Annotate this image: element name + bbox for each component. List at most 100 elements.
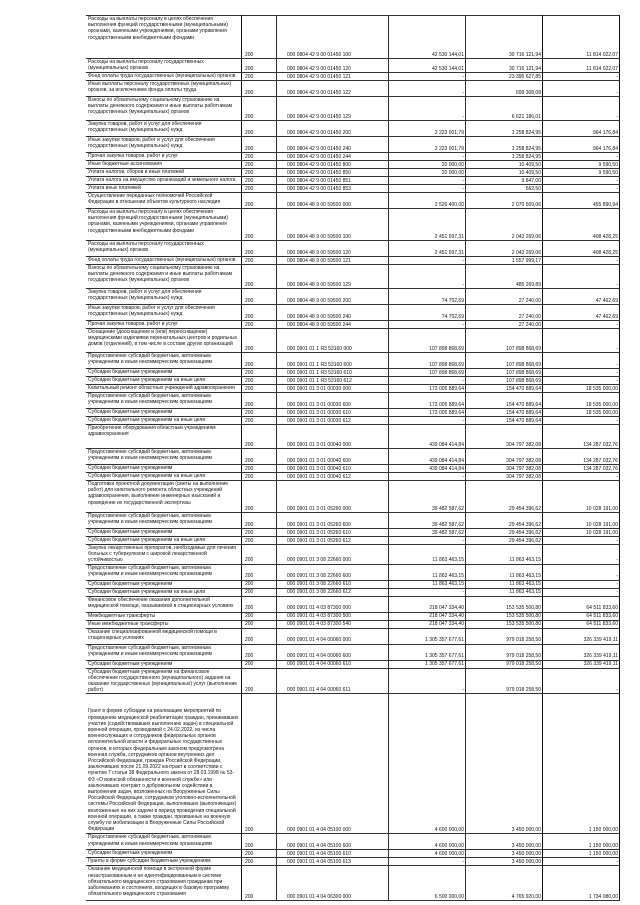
approved-amount: - — [388, 376, 466, 385]
row-code: 200 — [241, 184, 277, 193]
executed-amount: 29 454 396,62 — [465, 512, 543, 529]
table-row: Оказание специализированной медицинской … — [86, 627, 620, 645]
row-code: 200 — [241, 865, 277, 902]
budget-classification-code: 000 0901 01 3 08 22660 600 — [276, 563, 389, 581]
unexecuted-amount: 134 287 032,76 — [542, 424, 620, 449]
unexecuted-amount: - — [542, 72, 620, 81]
budget-classification-code: 000 0901 01 3 01 05260 000 — [276, 480, 389, 513]
row-code: 200 — [241, 416, 277, 425]
row-code: 200 — [241, 659, 277, 669]
approved-amount: - — [388, 587, 466, 597]
executed-amount: 2 043 269,06 — [465, 208, 543, 241]
approved-amount: 11 863 463,15 — [388, 544, 466, 565]
row-code: 200 — [241, 240, 277, 257]
table-row: Субсидии бюджетным учреждениям на иные ц… — [86, 472, 620, 481]
unexecuted-amount: 326 339 419,11 — [542, 659, 620, 669]
executed-amount: 30 716 121,94 — [465, 58, 543, 73]
executed-amount: 10 409,50 — [465, 160, 543, 169]
budget-classification-code: 000 0901 01 4 04 06300 000 — [276, 865, 389, 902]
row-description: Гранты в форме субсидии бюджетным учрежд… — [86, 857, 242, 867]
row-description: Субсидии бюджетным учреждениям — [86, 849, 242, 859]
executed-amount: 304 797 382,08 — [465, 464, 543, 473]
unexecuted-amount: 47 462,69 — [542, 304, 620, 321]
executed-amount: 979 018 258,50 — [465, 643, 543, 661]
approved-amount: 2 451 697,31 — [388, 240, 466, 257]
row-description: Финансовое обеспечение оказания дополнит… — [86, 595, 242, 613]
table-row: Расходы на выплаты персоналу государстве… — [86, 58, 620, 73]
row-code: 200 — [241, 264, 277, 289]
table-row: Взносы по обязательному социальному стра… — [86, 264, 620, 289]
row-description: Расходы на выплаты персоналу государстве… — [86, 240, 242, 257]
row-code: 200 — [241, 643, 277, 661]
approved-amount: - — [388, 472, 466, 481]
budget-classification-code: 000 0804 48 9 00 59500 129 — [276, 264, 389, 289]
budget-classification-code: 000 0901 01 1 Я3 53160 600 — [276, 352, 389, 369]
approved-amount: - — [388, 184, 466, 193]
row-description: Предоставление субсидий бюджетным, автон… — [86, 352, 242, 369]
unexecuted-amount: 64 511 833,60 — [542, 619, 620, 629]
executed-amount: 3 450 000,00 — [465, 833, 543, 851]
table-row: Гранты в форме субсидии бюджетным учрежд… — [86, 857, 620, 867]
table-row: Межбюджетные трансферты 200 000 0901 01 4 … — [86, 611, 620, 621]
table-row: Грант в форме субсидии на реализацию мер… — [86, 693, 620, 835]
executed-amount: 107 898 868,69 — [465, 368, 543, 377]
table-row: Предоставление субсидий бюджетным, автон… — [86, 352, 620, 369]
executed-amount: 154 470 889,64 — [465, 416, 543, 425]
executed-amount: 1 258 824,95 — [465, 152, 543, 161]
table-row: Субсидии бюджетным учреждениям 200 000 090… — [86, 579, 620, 589]
unexecuted-amount: 64 511 833,60 — [542, 611, 620, 621]
row-code: 200 — [241, 376, 277, 385]
approved-amount: - — [388, 96, 466, 121]
executed-amount: 979 018 258,50 — [465, 627, 543, 645]
row-code: 200 — [241, 627, 277, 645]
budget-classification-code: 000 0901 01 4 04 05100 000 — [276, 693, 389, 835]
executed-amount: 2 070 509,06 — [465, 192, 543, 209]
table-row: Расходы на выплаты персоналу в целях обе… — [86, 208, 620, 241]
row-code: 200 — [241, 368, 277, 377]
row-description: Субсидии бюджетным учреждениям — [86, 464, 242, 473]
approved-amount: 218 047 334,40 — [388, 595, 466, 613]
row-description: Предоставление субсидий бюджетным, автон… — [86, 448, 242, 465]
budget-classification-code: 000 0901 01 3 01 00040 600 — [276, 448, 389, 465]
budget-classification-code: 000 0901 01 3 01 05260 610 — [276, 528, 389, 537]
approved-amount: 107 898 868,69 — [388, 368, 466, 377]
row-description: Предоставление субсидий бюджетным, автон… — [86, 392, 242, 409]
budget-classification-code: 000 0901 01 4 04 05100 613 — [276, 857, 389, 867]
approved-amount: - — [388, 80, 466, 97]
approved-amount: - — [388, 152, 466, 161]
executed-amount: 304 797 382,08 — [465, 448, 543, 465]
executed-amount: 27 240,00 — [465, 288, 543, 305]
approved-amount: 42 530 144,01 — [388, 15, 466, 59]
unexecuted-amount: 134 287 032,76 — [542, 448, 620, 465]
table-row: Прочая закупка товаров, работ и услуг 200… — [86, 152, 620, 161]
table-row: Уплата иных платежей 200 000 0804 42 9 00 … — [86, 184, 620, 193]
row-code: 200 — [241, 304, 277, 321]
row-code: 200 — [241, 192, 277, 209]
executed-amount: 153 535 500,80 — [465, 611, 543, 621]
row-description: Субсидии бюджетным учреждениям — [86, 528, 242, 537]
unexecuted-amount: 47 462,69 — [542, 288, 620, 305]
executed-amount: 27 240,00 — [465, 304, 543, 321]
row-description: Субсидии бюджетным учреждениям на иные ц… — [86, 472, 242, 481]
table-row: Фонд оплаты труда государственных (муниц… — [86, 72, 620, 81]
table-row: Предоставление субсидий бюджетным, автон… — [86, 833, 620, 851]
budget-classification-code: 000 0804 48 9 00 59500 121 — [276, 256, 389, 265]
row-code: 200 — [241, 833, 277, 851]
row-description: Предоставление субсидий бюджетным, автон… — [86, 643, 242, 661]
row-code: 200 — [241, 579, 277, 589]
row-description: Субсидии бюджетным учреждениям — [86, 659, 242, 669]
budget-classification-code: 000 0804 48 9 00 59500 240 — [276, 304, 389, 321]
table-row: Уплата налогов, сборов и иных платежей 20… — [86, 168, 620, 177]
budget-classification-code: 000 0901 01 3 01 05260 600 — [276, 512, 389, 529]
row-description: Предоставление субсидий бюджетным, автон… — [86, 512, 242, 529]
approved-amount: 11 863 463,15 — [388, 563, 466, 581]
unexecuted-amount: 964 176,84 — [542, 136, 620, 153]
unexecuted-amount: 964 176,84 — [542, 120, 620, 137]
approved-amount: 1 305 357 677,61 — [388, 659, 466, 669]
table-row: Субсидии бюджетным учреждениям на иные ц… — [86, 587, 620, 597]
executed-amount: 562,50 — [465, 184, 543, 193]
budget-classification-code: 000 0804 48 9 00 59500 120 — [276, 240, 389, 257]
executed-amount: 3 450 000,00 — [465, 693, 543, 835]
budget-classification-code: 000 0804 42 9 00 01450 100 — [276, 15, 389, 59]
row-description: Фонд оплаты труда государственных (муниц… — [86, 256, 242, 265]
